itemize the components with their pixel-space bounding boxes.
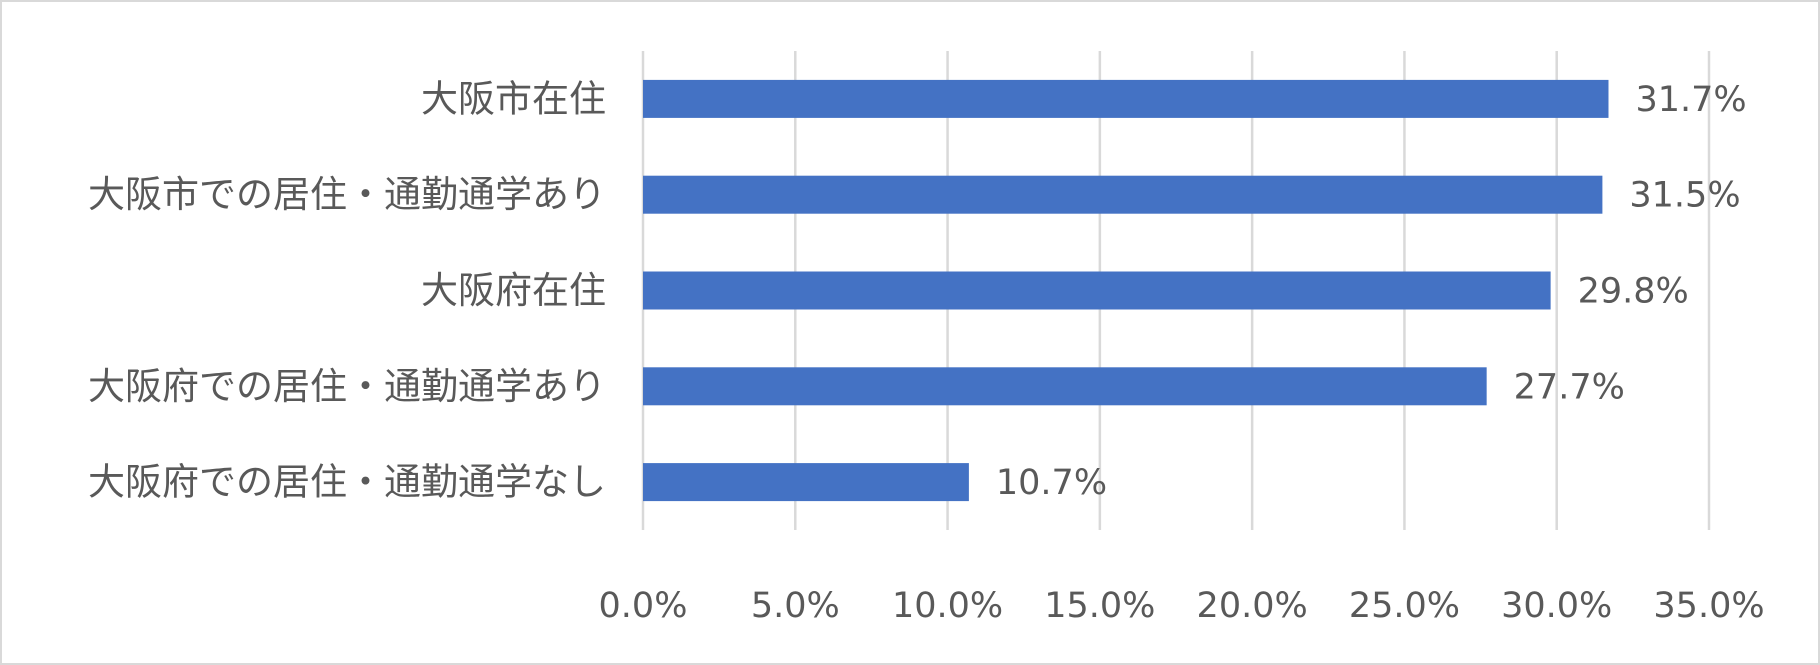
bar	[643, 463, 969, 502]
value-label: 31.7%	[1635, 80, 1746, 120]
x-tick-label: 10.0%	[892, 586, 1003, 626]
y-tick-label: 大阪市在住	[421, 77, 606, 120]
value-label: 29.8%	[1578, 272, 1689, 312]
value-label: 27.7%	[1514, 367, 1625, 407]
x-tick-label: 30.0%	[1501, 586, 1612, 626]
x-tick-label: 5.0%	[751, 586, 840, 626]
bar	[643, 367, 1487, 406]
y-tick-label: 大阪市での居住・通勤通学あり	[88, 173, 606, 216]
value-label: 31.5%	[1629, 176, 1740, 216]
bar	[643, 175, 1603, 214]
value-label: 10.7%	[996, 463, 1107, 503]
y-tick-label: 大阪府での居住・通勤通学なし	[88, 461, 606, 504]
bar	[643, 79, 1609, 118]
y-tick-label: 大阪府在住	[421, 269, 606, 312]
bar	[643, 271, 1551, 310]
x-tick-label: 20.0%	[1197, 586, 1308, 626]
x-tick-label: 15.0%	[1044, 586, 1155, 626]
y-tick-label: 大阪府での居住・通勤通学あり	[88, 365, 606, 408]
x-tick-label: 25.0%	[1349, 586, 1460, 626]
x-tick-label: 0.0%	[599, 586, 688, 626]
x-tick-label: 35.0%	[1653, 586, 1764, 626]
